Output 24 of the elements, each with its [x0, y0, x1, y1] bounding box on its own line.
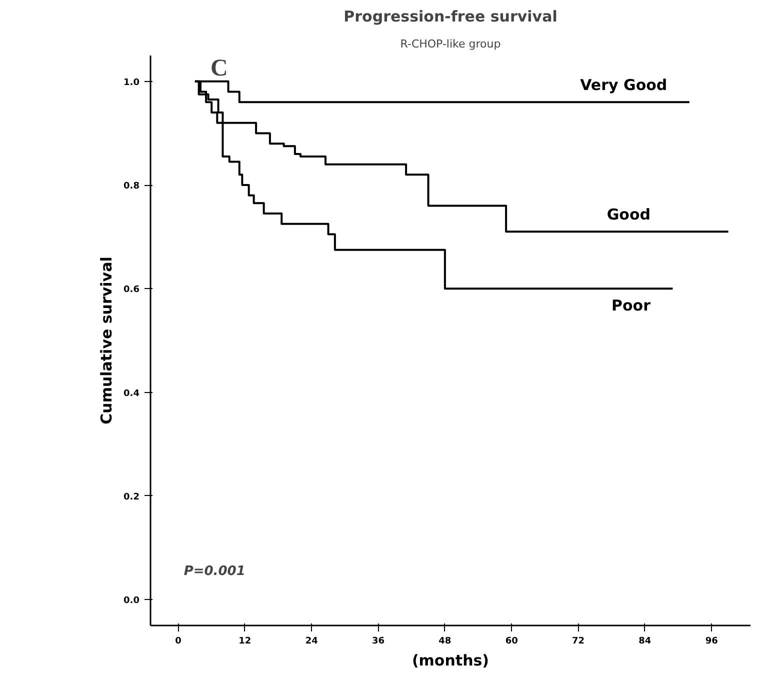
y-tick-label: 1.0: [124, 78, 140, 88]
x-tick-label: 72: [572, 636, 585, 646]
series-label: Poor: [612, 296, 652, 315]
annotation: C: [210, 56, 228, 82]
x-tick-label: 0: [175, 636, 182, 646]
y-axis-title: Cumulative survival: [98, 256, 116, 424]
x-tick-label: 60: [505, 636, 518, 646]
x-tick-label: 36: [372, 636, 385, 646]
annotation: P=0.001: [184, 564, 246, 579]
x-tick-label: 84: [638, 636, 652, 646]
x-tick-label: 24: [305, 636, 318, 646]
x-tick-label: 48: [438, 636, 452, 646]
chart-title: Progression-free survival: [344, 8, 558, 26]
y-tick-label: 0.4: [124, 388, 140, 399]
x-tick-label: 12: [238, 636, 252, 646]
y-tick-label: 0.0: [124, 596, 140, 606]
series-label: Good: [606, 206, 651, 224]
chart-subtitle: R-CHOP-like group: [400, 38, 501, 50]
x-axis-title: (months): [412, 652, 490, 670]
y-tick-label: 0.2: [124, 492, 140, 502]
y-tick-label: 0.8: [124, 182, 140, 192]
y-tick-label: 0.6: [124, 285, 140, 296]
x-tick-label: 96: [705, 636, 718, 646]
series-label: Very Good: [580, 76, 668, 94]
